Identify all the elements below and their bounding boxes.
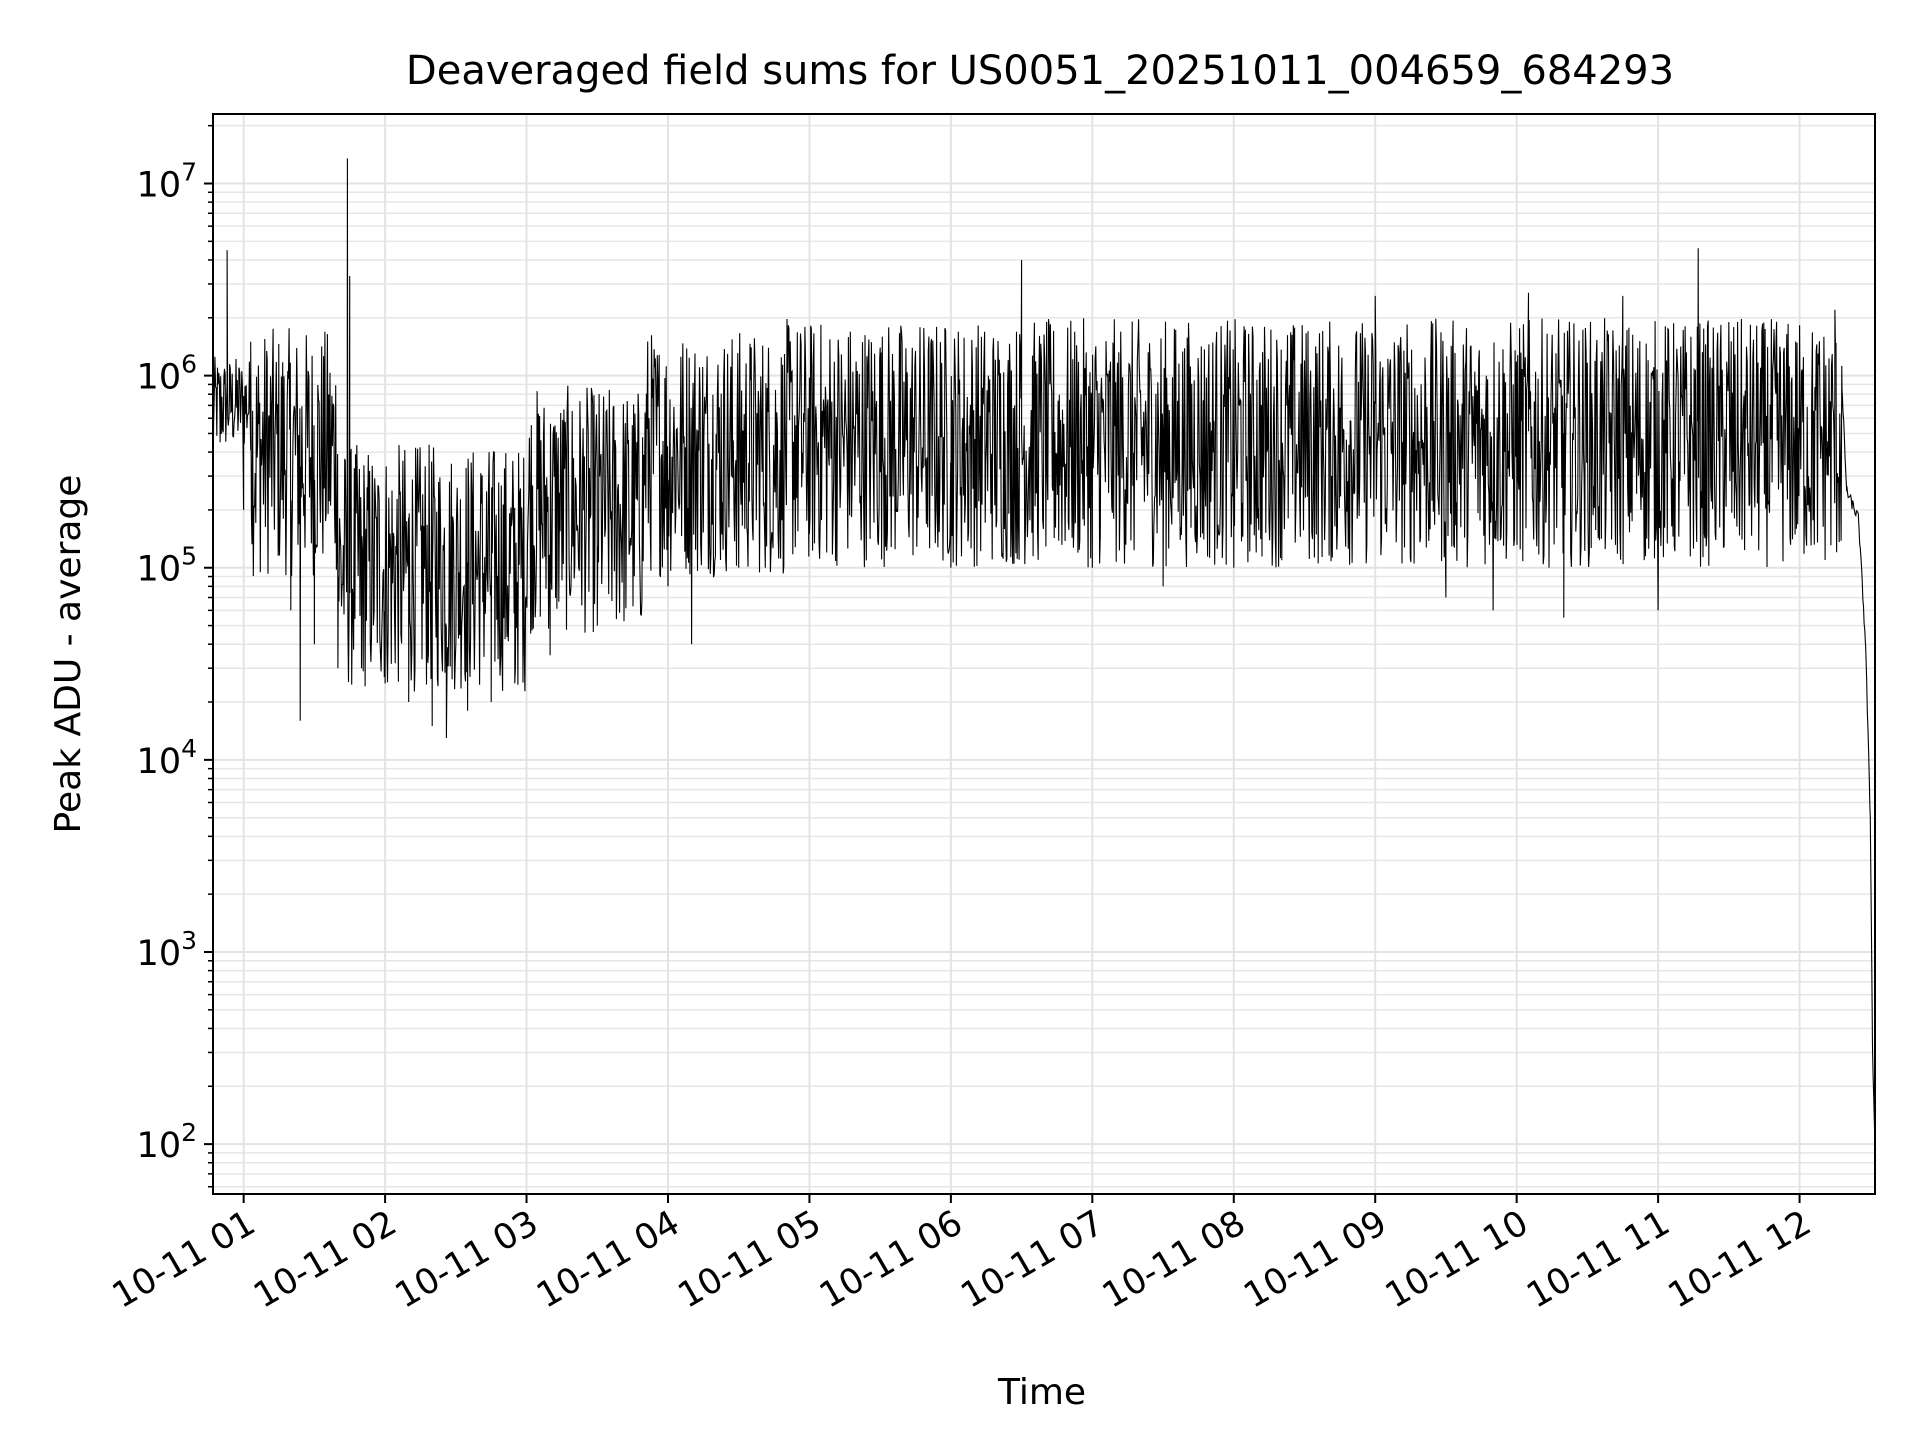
x-tick-label: 10-11 12 [1662, 1203, 1818, 1316]
y-tick-label: 104 [137, 734, 197, 782]
x-tick-label: 10-11 07 [955, 1203, 1111, 1316]
x-tick-label: 10-11 10 [1379, 1203, 1535, 1316]
x-tick-label: 10-11 09 [1237, 1203, 1393, 1316]
y-tick-base: 10 [137, 1126, 182, 1166]
x-tick-label: 10-11 01 [106, 1203, 262, 1316]
y-tick-base: 10 [137, 934, 182, 974]
y-tick-exponent: 3 [181, 926, 197, 955]
major-grid [213, 114, 1875, 1194]
series-layer [212, 158, 1876, 1155]
x-axis-label: Time [997, 1372, 1086, 1413]
y-tick-base: 10 [137, 165, 182, 205]
plot-frame [212, 113, 1876, 1195]
x-tick-label: 10-11 04 [530, 1203, 686, 1316]
y-tick-label: 103 [137, 926, 197, 974]
x-tick-label: 10-11 02 [247, 1203, 403, 1316]
y-tick-base: 10 [137, 550, 182, 590]
y-tick-label: 106 [137, 350, 197, 398]
y-tick-exponent: 2 [181, 1118, 197, 1147]
x-tick-label: 10-11 05 [672, 1203, 828, 1316]
y-tick-exponent: 5 [181, 542, 197, 571]
y-tick-base: 10 [137, 358, 182, 398]
y-tick-exponent: 4 [181, 734, 197, 763]
series-line [212, 158, 1876, 1155]
y-tick-label: 102 [137, 1118, 197, 1166]
y-tick-exponent: 7 [181, 157, 197, 186]
minor-grid [213, 124, 1875, 1188]
y-tick-label: 107 [137, 157, 197, 205]
x-tick-label: 10-11 03 [389, 1203, 545, 1316]
x-tick-label: 10-11 08 [1096, 1203, 1252, 1316]
chart-title: Deaveraged field sums for US0051_2025101… [406, 48, 1674, 94]
y-tick-label: 105 [137, 542, 197, 590]
y-tick-exponent: 6 [181, 350, 197, 379]
x-tick-label: 10-11 11 [1520, 1203, 1676, 1316]
y-axis-label: Peak ADU - average [48, 475, 89, 834]
y-tick-base: 10 [137, 742, 182, 782]
x-tick-label: 10-11 06 [813, 1203, 969, 1316]
